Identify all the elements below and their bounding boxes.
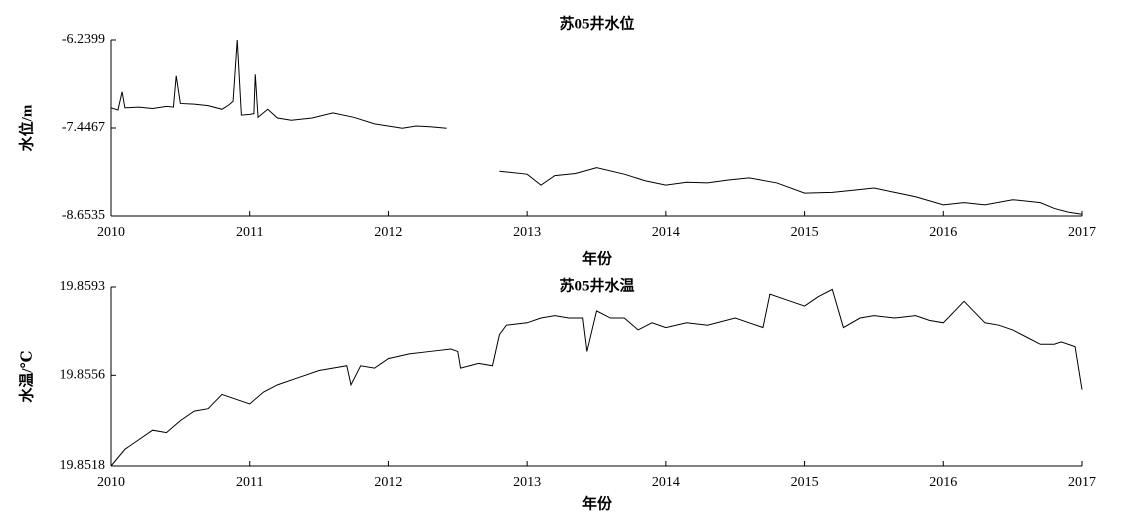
x-tick-label: 2016 [929,225,957,240]
x-tick-label: 2014 [652,225,680,240]
y-tick-label: -6.2399 [62,32,105,47]
x-tick-label: 2013 [513,475,541,490]
y-tick-label: 19.8518 [60,458,106,473]
y-tick-label: -8.6535 [62,208,105,223]
x-tick-label: 2010 [97,225,125,240]
data-line [110,39,1083,215]
x-tick-label: 2017 [1068,475,1096,490]
x-tick-label: 2015 [791,225,819,240]
y-axis-label: 水位/m [17,104,35,151]
x-tick-label: 2012 [374,225,402,240]
x-tick-label: 2012 [374,475,402,490]
y-tick-label: -7.4467 [62,120,105,135]
x-tick-label: 2011 [236,475,263,490]
y-axis-label: 水温/℃ [17,350,35,402]
x-tick-label: 2015 [791,475,819,490]
x-tick-label: 2014 [652,475,680,490]
x-tick-label: 2011 [236,225,263,240]
x-tick-label: 2010 [97,475,125,490]
x-tick-label: 2016 [929,475,957,490]
chart-title: 苏05井水温 [559,276,634,294]
y-tick-label: 19.8593 [60,279,106,294]
x-tick-label: 2013 [513,225,541,240]
y-tick-label: 19.8556 [60,368,106,383]
data-line [110,288,1083,467]
x-axis-label: 年份 [582,249,613,267]
x-axis-label: 年份 [582,494,613,512]
x-tick-label: 2017 [1068,225,1096,240]
chart-title: 苏05井水位 [559,14,634,32]
